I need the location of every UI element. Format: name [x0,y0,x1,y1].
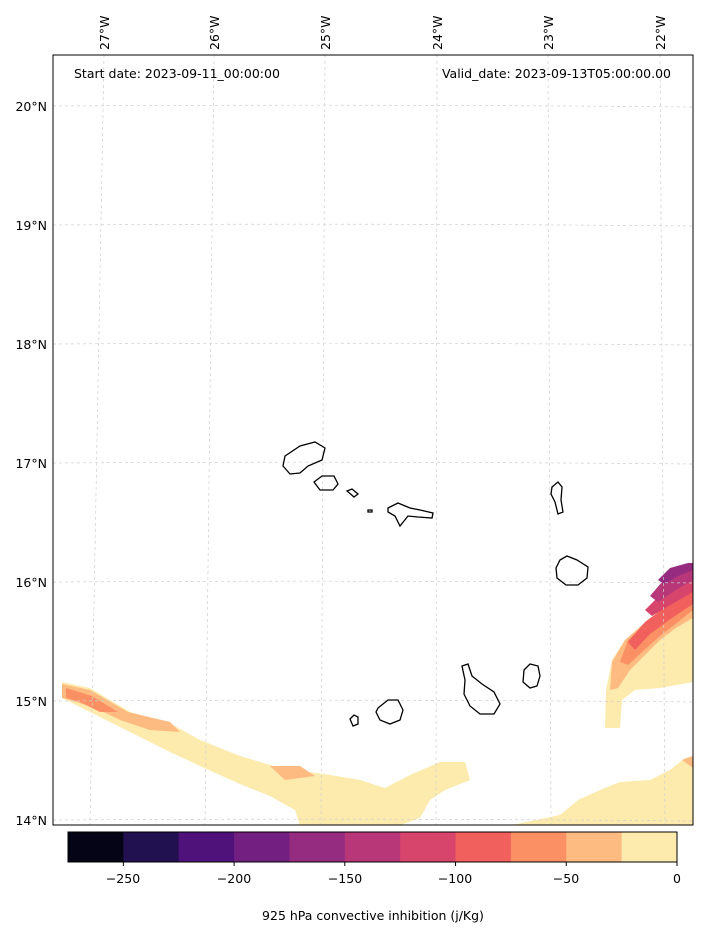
cbar-tick-0: 0 [673,871,681,886]
island-maio [522,663,541,689]
islands [282,441,589,727]
cbar-tick-minus50: −50 [553,871,579,886]
colorbar-bin-4 [289,832,346,862]
cin-field-southeast [512,756,693,825]
cin-field-east [605,563,693,728]
colorbar-bin-7 [455,832,512,862]
lon-tick-27w: 27°W [97,15,112,50]
island-santiago [461,663,501,715]
colorbar-bin-6 [400,832,457,862]
lon-tick-labels: 27°W 26°W 25°W 24°W 23°W 22°W [97,15,668,50]
cin-zone-50-to-75-sw [66,688,118,712]
cin-zone-0-to-25-sw [62,682,470,825]
lon-tick-22w: 22°W [653,15,668,50]
island-boa-vista [555,555,589,586]
colorbar-bin-8 [510,832,567,862]
cin-zone-25-to-50-sw-b [270,766,315,780]
cin-zone-0-to-25-se [512,756,693,825]
cbar-tick-minus250: −250 [106,871,140,886]
colorbar-bin-10 [621,832,678,862]
cin-zone-150-to-175-e [658,563,693,584]
colorbar-tick-labels: −250 −200 −150 −100 −50 0 [106,871,681,886]
cin-zone-125-to-150-e [650,566,693,602]
colorbar-bin-5 [344,832,401,862]
colorbar-frame [67,831,678,863]
lat-tick-17n: 17°N [15,456,47,471]
lat-tick-20n: 20°N [15,99,47,114]
lat-tick-15n: 15°N [15,694,47,709]
lat-tick-19n: 19°N [15,218,47,233]
lon-tick-23w: 23°W [541,15,556,50]
island-sal [550,481,564,515]
island-sao-vicente [313,475,339,491]
map-panel [53,55,693,825]
gridlines [53,55,693,825]
cin-zone-25-to-50-se [682,756,693,768]
island-fogo [375,699,404,725]
island-brava [349,714,359,727]
island-sao-nicolau [387,502,434,528]
cbar-tick-minus200: −200 [217,871,251,886]
colorbar-bin-3 [234,832,290,862]
island-santa-luzia [345,488,360,498]
valid-date-label: Valid_date: 2023-09-13T05:00:00.00 [442,66,671,81]
lon-tick-25w: 25°W [318,15,333,50]
cbar-tick-minus150: −150 [328,871,362,886]
colorbar-label: 925 hPa convective inhibition (j/Kg) [262,908,484,923]
lon-tick-24w: 24°W [430,15,445,50]
lat-tick-18n: 18°N [15,337,47,352]
lat-tick-14n: 14°N [15,813,47,828]
colorbar [67,831,678,866]
cbar-tick-minus100: −100 [438,871,472,886]
island-raso [367,509,373,513]
cin-zone-0-to-25-e [605,608,693,728]
colorbar-bin-2 [178,832,235,862]
map-frame [52,54,694,826]
colorbar-bin-1 [123,832,180,862]
lat-tick-16n: 16°N [15,575,47,590]
colorbar-bin-9 [566,832,623,862]
cin-zone-75-to-100-e [628,588,693,650]
lon-tick-26w: 26°W [207,15,222,50]
start-date-label: Start date: 2023-09-11_00:00:00 [74,66,280,81]
island-santo-antao [282,441,326,475]
lat-tick-labels: 20°N 19°N 18°N 17°N 16°N 15°N 14°N [15,99,47,828]
cin-field-southwest-band [62,682,470,825]
colorbar-bin-0 [68,832,124,862]
